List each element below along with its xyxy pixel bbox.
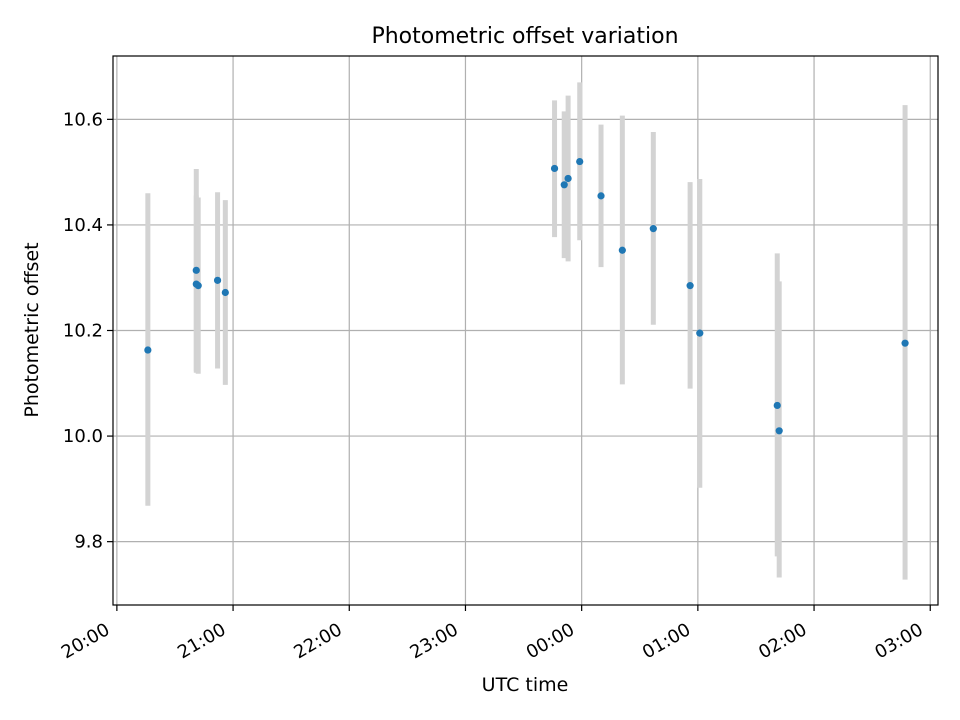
data-point	[696, 329, 704, 337]
y-axis-label: Photometric offset	[21, 242, 43, 417]
data-point	[221, 288, 229, 297]
data-point	[550, 164, 559, 173]
y-axis: 9.8 10.0 10.2 10.4 10.6	[63, 109, 113, 553]
data-point	[213, 276, 222, 284]
data-point	[618, 246, 626, 254]
data-point	[597, 192, 605, 200]
data-point	[194, 282, 202, 290]
data-point	[192, 266, 200, 274]
y-tick-label: 10.2	[63, 321, 103, 342]
x-axis-label: UTC time	[482, 674, 569, 696]
data-point	[576, 157, 584, 166]
data-point	[773, 401, 781, 410]
y-tick-label: 9.8	[74, 532, 103, 553]
data-point	[560, 181, 568, 189]
y-tick-label: 10.0	[63, 426, 103, 447]
data-point	[144, 346, 152, 354]
chart-title: Photometric offset variation	[371, 24, 678, 49]
data-point	[775, 427, 783, 435]
y-tick-label: 10.6	[63, 109, 103, 130]
data-point	[686, 282, 694, 290]
data-points	[144, 157, 909, 435]
data-point	[564, 174, 572, 183]
data-point	[901, 339, 909, 347]
y-tick-label: 10.4	[63, 215, 103, 236]
data-point	[649, 225, 657, 233]
